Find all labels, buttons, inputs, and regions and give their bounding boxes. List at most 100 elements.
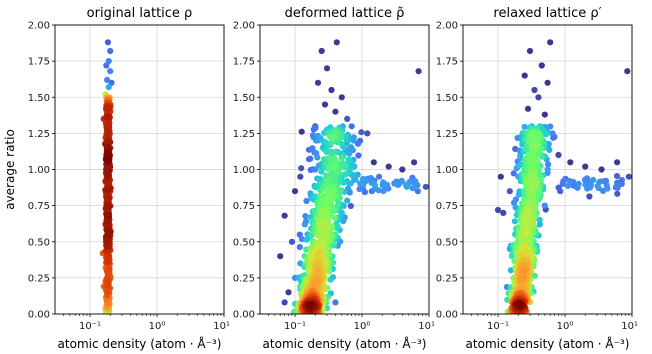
data-point: [370, 159, 377, 166]
data-point: [528, 134, 536, 141]
data-point: [332, 299, 339, 306]
data-point: [415, 68, 422, 75]
data-point: [328, 86, 335, 94]
data-point: [281, 212, 288, 219]
y-tick-label: 2.00: [436, 21, 458, 32]
data-point: [104, 114, 111, 121]
data-point: [335, 199, 342, 206]
data-point: [402, 181, 409, 188]
data-point: [104, 39, 111, 46]
data-point: [345, 156, 352, 163]
y-tick-label: 1.00: [233, 165, 255, 176]
data-point: [338, 154, 345, 161]
data-point: [526, 47, 534, 55]
data-point: [327, 192, 334, 199]
data-point: [614, 182, 621, 189]
data-point: [104, 277, 111, 284]
x-tick-label: 10⁻¹: [284, 321, 306, 332]
data-point: [544, 166, 551, 173]
data-point: [104, 256, 112, 263]
data-point: [613, 173, 621, 180]
data-point: [288, 238, 296, 245]
y-tick-label: 1.00: [436, 165, 458, 176]
data-point: [314, 154, 321, 161]
data-point: [320, 209, 327, 216]
data-point: [296, 244, 303, 251]
data-point: [346, 150, 353, 157]
data-point: [625, 173, 632, 180]
data-point: [524, 105, 532, 112]
data-point: [332, 157, 339, 164]
data-point: [529, 142, 536, 149]
y-tick-label: 1.75: [233, 57, 255, 68]
data-point: [530, 192, 537, 199]
data-point: [348, 123, 355, 130]
panel-1: 0.00 0.25 0.50 0.75 1.00 1.25 1.50 1.75 2.00 10⁻¹…: [3, 6, 230, 351]
data-point: [529, 150, 536, 157]
data-point: [583, 175, 591, 182]
x-tick-label: 10⁰: [149, 321, 166, 332]
data-point: [321, 101, 329, 108]
panel-title: relaxed lattice ρ′: [493, 6, 601, 21]
data-point: [528, 177, 535, 184]
data-point: [298, 128, 305, 135]
data-point: [316, 249, 323, 256]
data-point: [521, 267, 528, 274]
data-point: [320, 192, 327, 199]
data-point: [398, 177, 405, 184]
data-point: [312, 124, 319, 131]
data-point: [511, 218, 518, 225]
data-point: [560, 178, 567, 185]
data-point: [516, 301, 523, 308]
data-point: [544, 79, 551, 86]
x-tick-label: 10⁰: [354, 321, 371, 332]
data-point: [358, 129, 365, 136]
data-point: [327, 276, 334, 283]
data-point: [344, 115, 351, 122]
y-tick-label: 1.75: [436, 57, 458, 68]
data-point: [555, 151, 562, 159]
data-point: [104, 169, 111, 176]
data-point: [301, 221, 308, 228]
data-point: [103, 156, 110, 163]
data-point: [277, 253, 284, 260]
data-point: [541, 111, 548, 118]
data-point: [323, 148, 330, 155]
data-point: [314, 79, 322, 86]
data-point: [104, 76, 111, 83]
data-point: [508, 252, 515, 260]
data-point: [541, 202, 548, 209]
x-axis-title: atomic density (atom · Å⁻³): [263, 336, 427, 351]
data-point: [564, 182, 572, 189]
data-point: [519, 276, 527, 283]
x-axis-title: atomic density (atom · Å⁻³): [58, 336, 222, 351]
data-point: [371, 182, 379, 189]
point-cloud: [277, 39, 429, 314]
data-point: [104, 195, 111, 202]
data-point: [324, 220, 331, 227]
y-tick-label: 0.00: [233, 310, 255, 321]
data-point: [341, 162, 348, 169]
data-point: [104, 218, 112, 225]
data-point: [338, 94, 345, 101]
data-point: [399, 166, 406, 173]
data-point: [317, 235, 324, 242]
data-point: [414, 188, 421, 195]
x-tick-label: 10⁻¹: [79, 321, 101, 332]
data-point: [597, 178, 604, 185]
data-point: [332, 162, 339, 170]
data-point: [302, 213, 309, 220]
data-point: [507, 267, 514, 274]
data-point: [614, 190, 621, 197]
y-tick-label: 0.00: [436, 310, 458, 321]
data-point: [590, 176, 597, 184]
data-point: [362, 178, 369, 185]
data-point: [531, 86, 538, 94]
data-point: [298, 165, 305, 172]
data-point: [598, 166, 605, 173]
data-point: [105, 281, 112, 288]
x-tick-label: 10⁻¹: [487, 321, 509, 332]
y-tick-label: 1.25: [233, 129, 255, 140]
data-point: [604, 185, 611, 192]
